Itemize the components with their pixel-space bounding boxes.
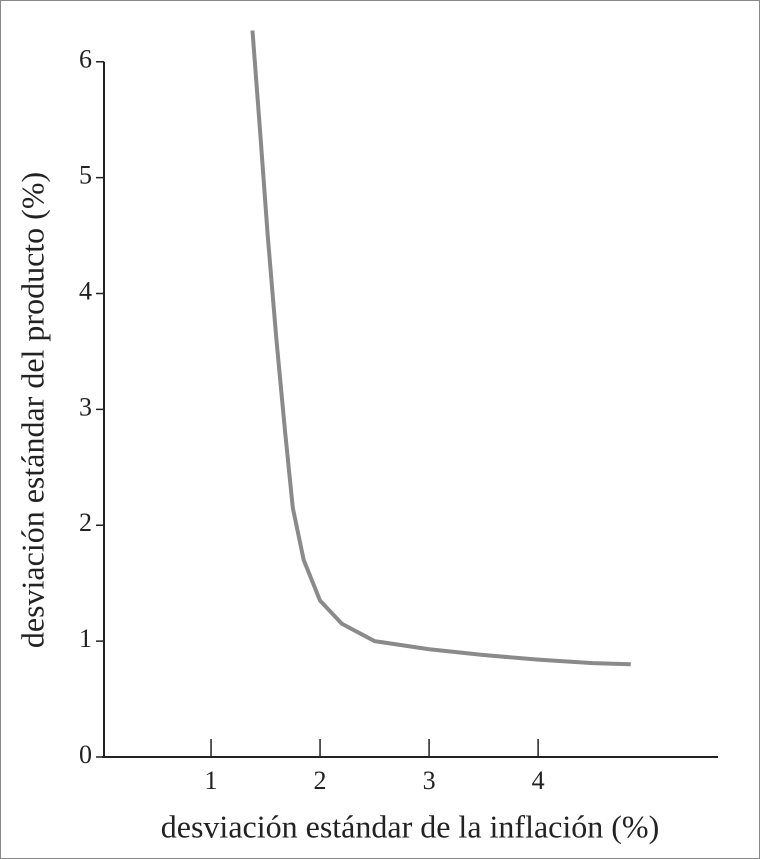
y-tick-label: 0 — [79, 740, 92, 769]
x-tick-label: 3 — [423, 766, 436, 795]
y-axis-title: desviación estándar del producto (%) — [14, 172, 50, 648]
y-tick-label: 4 — [79, 276, 92, 305]
x-tick-label: 4 — [532, 766, 545, 795]
line — [250, 30, 631, 667]
y-tick-label: 6 — [79, 45, 92, 74]
y-tick-label: 3 — [79, 392, 92, 421]
y-tick-label: 5 — [79, 161, 92, 190]
x-tick-label: 1 — [205, 766, 218, 795]
x-tick-label: 2 — [314, 766, 327, 795]
x-axis-title: desviación estándar de la inflación (%) — [161, 808, 659, 844]
y-tick-label: 2 — [79, 508, 92, 537]
y-tick-label: 1 — [79, 624, 92, 653]
